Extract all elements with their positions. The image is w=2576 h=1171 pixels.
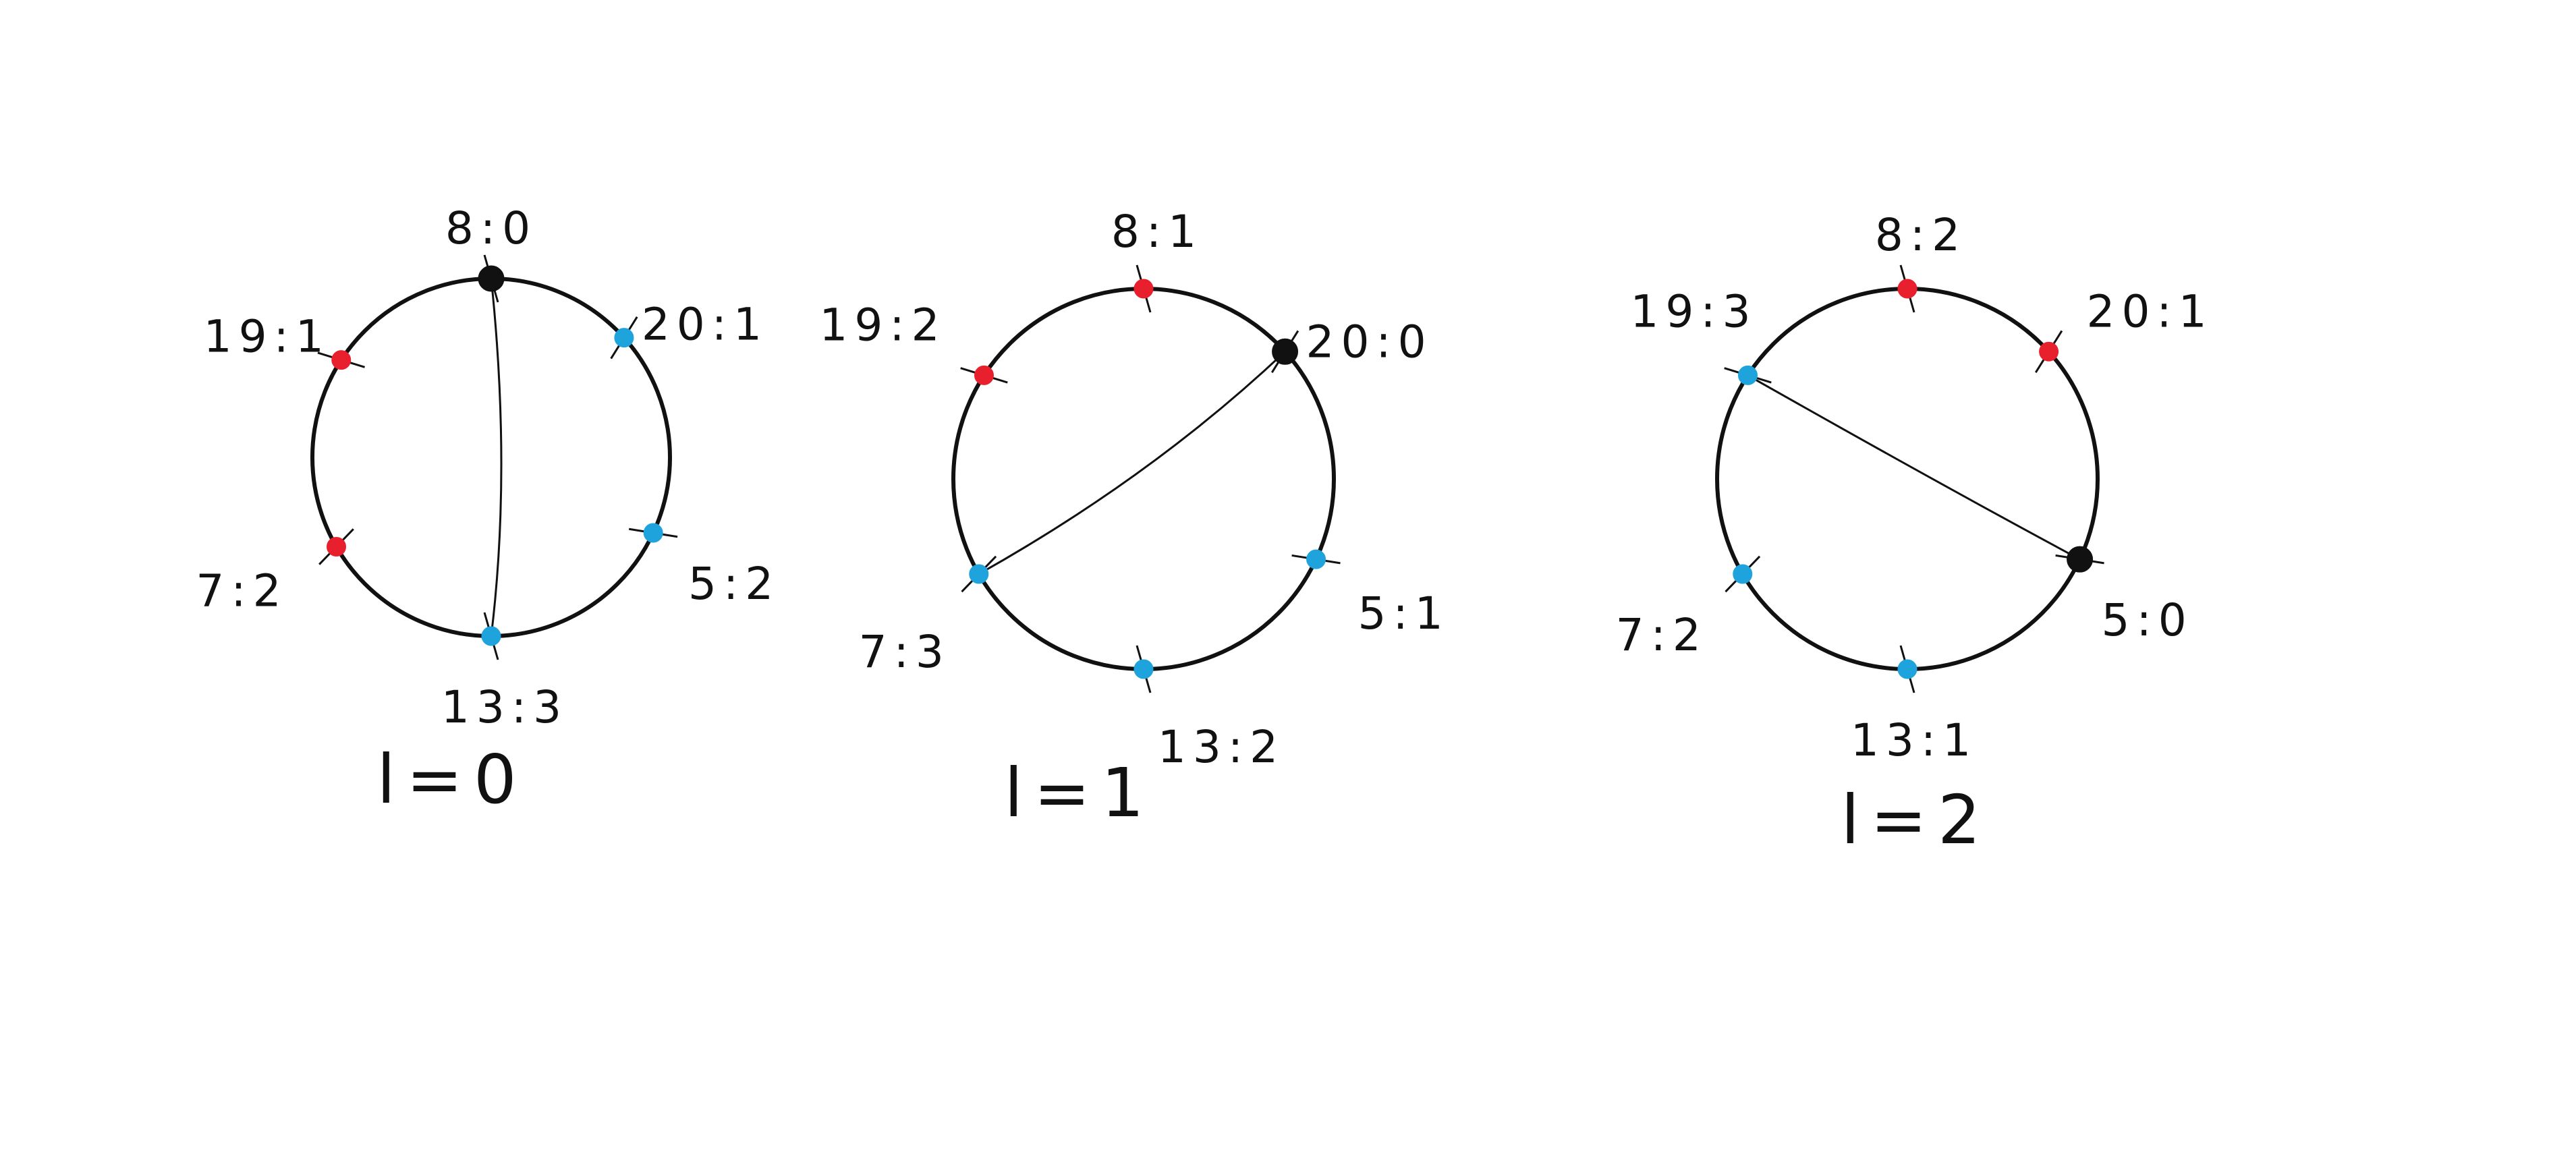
node-marker-blue — [643, 523, 663, 543]
ring-node: 8:0 — [445, 202, 537, 303]
node-label: 5:2 — [688, 558, 780, 610]
ring-node: 13:1 — [1851, 645, 1978, 766]
ring-node: 8:2 — [1875, 209, 1967, 313]
ring-node: 20:0 — [1270, 316, 1432, 373]
node-label: 20:1 — [2086, 285, 2213, 337]
node-label: 19:2 — [819, 299, 946, 351]
node-marker-red — [1133, 279, 1154, 299]
node-label: 13:3 — [441, 681, 568, 733]
node-marker-blue — [1733, 564, 1753, 584]
ring-node: 19:3 — [1630, 285, 1772, 385]
node-label: 19:3 — [1630, 285, 1757, 337]
node-label: 20:1 — [642, 299, 768, 351]
node-label: 8:1 — [1111, 206, 1203, 258]
node-label: 7:2 — [196, 565, 287, 617]
ring-node: 20:1 — [610, 299, 768, 360]
node-marker-black — [2067, 546, 2094, 573]
node-label: 19:1 — [204, 311, 331, 363]
node-label: 7:2 — [1616, 609, 1708, 661]
node-marker-red — [974, 365, 994, 385]
node-label: 13:1 — [1851, 714, 1978, 766]
ring-node: 7:3 — [859, 555, 997, 678]
node-label: 13:2 — [1158, 721, 1285, 773]
diagrams-layer: 8:0 20:1 5:2 13:3 7:2 19:1 l=0 8:1 20:0 5:1 13:2 7:… — [196, 202, 2213, 859]
diagram-caption: l=0 — [376, 740, 527, 819]
node-marker-blue — [481, 626, 501, 646]
ring-diagram-1: 8:0 20:1 5:2 13:3 7:2 19:1 l=0 — [196, 202, 780, 819]
node-marker-blue — [1897, 659, 1917, 679]
ring-node: 19:2 — [819, 299, 1008, 385]
node-marker-red — [2039, 341, 2059, 362]
ring-node: 5:1 — [1291, 549, 1449, 639]
node-marker-black — [478, 265, 505, 292]
node-marker-blue — [1133, 659, 1154, 679]
node-marker-black — [1272, 338, 1299, 365]
ring-diagram-2: 8:1 20:0 5:1 13:2 7:3 19:2 l=1 — [819, 206, 1449, 832]
node-marker-blue — [1737, 365, 1758, 385]
node-marker-red — [331, 350, 352, 370]
node-marker-red — [327, 537, 347, 556]
ring-node: 5:2 — [628, 523, 780, 610]
ring-node: 7:2 — [196, 528, 354, 617]
node-label: 20:0 — [1306, 316, 1432, 368]
chord-line — [1747, 374, 2081, 561]
ring-node: 19:1 — [204, 311, 365, 370]
chord-line — [978, 351, 1286, 575]
ring-node: 5:0 — [2055, 546, 2193, 646]
ring-node: 13:3 — [441, 612, 568, 733]
node-label: 8:2 — [1875, 209, 1967, 261]
ring-node: 20:1 — [2034, 285, 2213, 373]
node-marker-red — [1897, 279, 1917, 299]
node-marker-blue — [969, 564, 989, 584]
node-label: 5:1 — [1357, 588, 1449, 639]
node-label: 8:0 — [445, 202, 537, 254]
chord-line — [490, 278, 503, 637]
ring-node: 13:2 — [1133, 645, 1285, 773]
ring-node: 7:2 — [1616, 555, 1761, 661]
diagram-caption: l=2 — [1841, 780, 1991, 859]
ring-diagram-3: 8:2 20:1 5:0 13:1 7:2 19:3 l=2 — [1616, 209, 2213, 859]
diagram-caption: l=1 — [1004, 753, 1154, 832]
ring-node: 8:1 — [1111, 206, 1203, 313]
node-marker-blue — [1306, 549, 1326, 569]
node-marker-blue — [614, 328, 634, 348]
node-label: 7:3 — [859, 626, 951, 678]
node-label: 5:0 — [2101, 594, 2193, 646]
